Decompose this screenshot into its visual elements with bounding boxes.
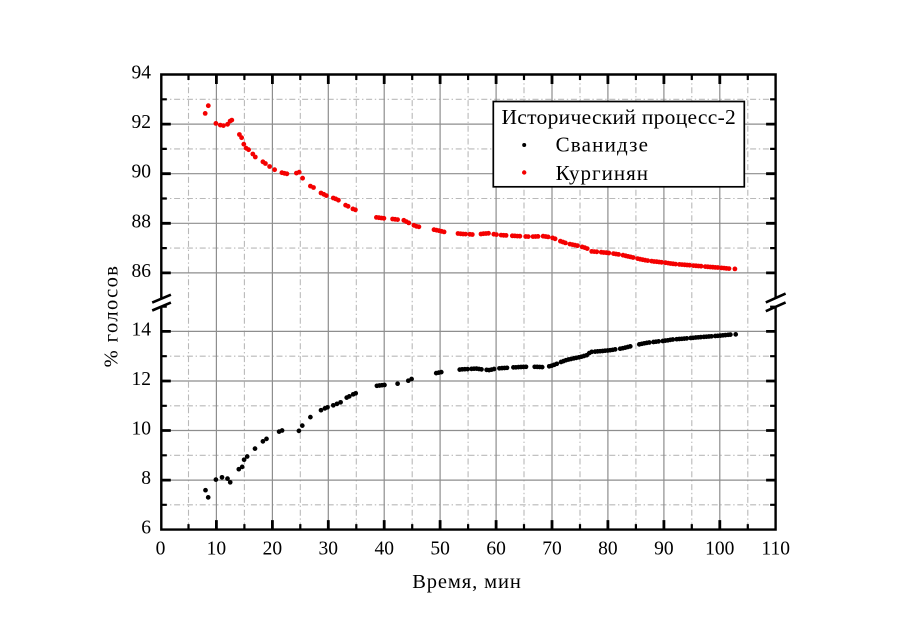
svg-text:8: 8	[141, 468, 151, 489]
svg-text:10: 10	[132, 419, 152, 440]
svg-text:94: 94	[132, 63, 152, 84]
svg-text:92: 92	[132, 112, 152, 133]
svg-text:90: 90	[654, 539, 674, 560]
svg-text:86: 86	[132, 261, 152, 282]
svg-text:88: 88	[132, 211, 152, 232]
svg-text:Исторический процесс-2: Исторический процесс-2	[501, 105, 736, 129]
svg-text:40: 40	[374, 539, 394, 560]
svg-text:30: 30	[319, 539, 339, 560]
svg-text:Сванидзе: Сванидзе	[556, 133, 650, 157]
svg-text:Кургинян: Кургинян	[556, 161, 649, 185]
svg-text:60: 60	[486, 539, 506, 560]
svg-text:80: 80	[598, 539, 618, 560]
svg-text:20: 20	[263, 539, 283, 560]
svg-text:Время, мин: Время, мин	[412, 571, 522, 593]
svg-text:100: 100	[705, 539, 734, 560]
svg-text:14: 14	[132, 319, 152, 340]
svg-text:6: 6	[141, 518, 151, 539]
svg-text:70: 70	[542, 539, 562, 560]
svg-text:0: 0	[156, 539, 166, 560]
svg-text:50: 50	[430, 539, 450, 560]
svg-text:12: 12	[132, 369, 152, 390]
svg-text:90: 90	[132, 162, 152, 183]
svg-text:110: 110	[761, 539, 790, 560]
svg-text:% голосов: % голосов	[101, 265, 123, 368]
svg-text:10: 10	[207, 539, 227, 560]
